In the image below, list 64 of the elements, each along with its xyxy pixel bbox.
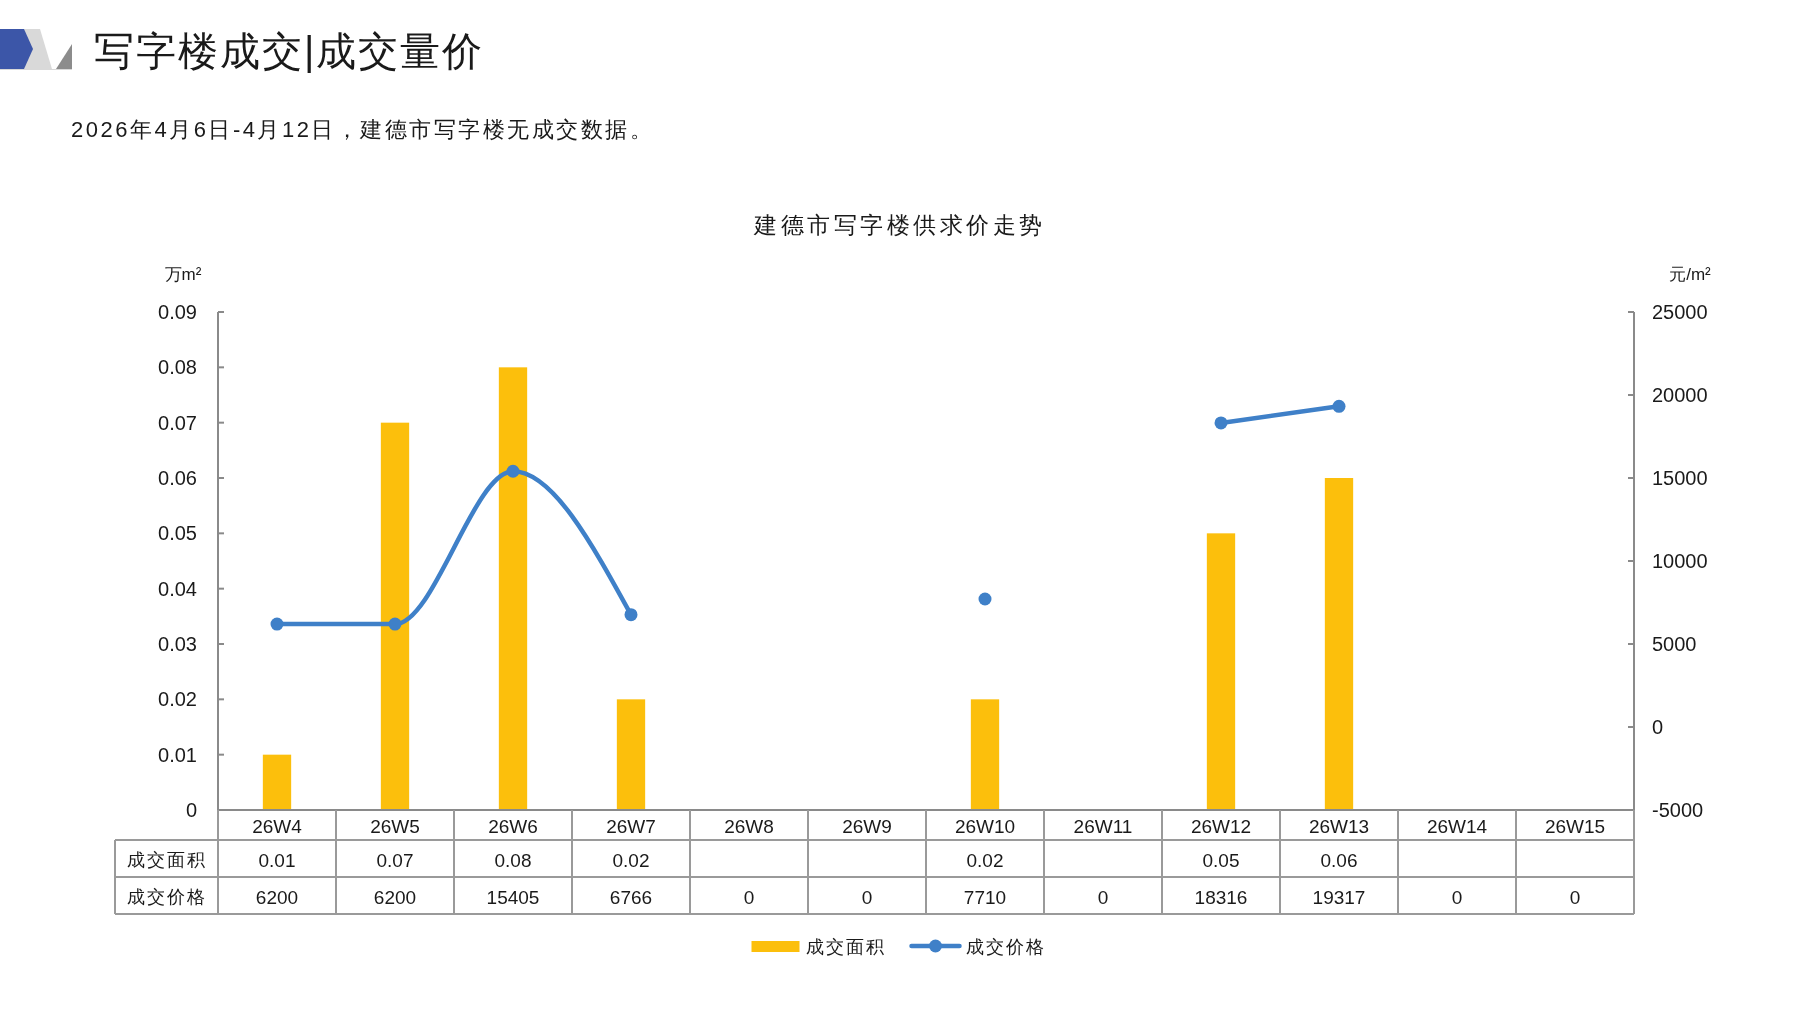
data-label: 0 <box>1097 886 1109 907</box>
xtick: 26W8 <box>724 815 774 837</box>
data-label: 0 <box>861 886 873 907</box>
row-header: 成交价格 <box>126 886 207 907</box>
data-label: 0.02 <box>966 849 1004 870</box>
row-header: 成交面积 <box>126 849 207 870</box>
ylabel: 万m² <box>164 264 202 284</box>
y2label: 元/m² <box>1669 264 1711 284</box>
data-label: 18316 <box>1194 886 1248 907</box>
point <box>270 617 284 631</box>
ytick: 0 <box>185 799 197 821</box>
title: 建德市写字楼供求价走势 <box>754 212 1046 238</box>
ytick: 0.06 <box>158 467 197 489</box>
legend-label: 成交面积 <box>805 937 886 957</box>
y2tick: 10000 <box>1652 550 1708 572</box>
legend-label: 成交价格 <box>965 937 1046 957</box>
xtick: 26W11 <box>1073 815 1133 837</box>
xtick: 26W6 <box>488 815 538 837</box>
point <box>506 464 520 478</box>
data-label: 7710 <box>963 886 1007 907</box>
ytick: 0.04 <box>158 577 197 600</box>
data-label: 0 <box>1569 886 1581 907</box>
data-label: 6200 <box>255 886 299 907</box>
data-label: 0.06 <box>1320 849 1358 870</box>
point <box>1214 416 1228 430</box>
data-label: 0.05 <box>1202 849 1240 870</box>
xtick: 26W15 <box>1544 815 1606 837</box>
xtick: 26W10 <box>954 815 1016 837</box>
ytick: 0.07 <box>158 411 197 434</box>
data-label: 6200 <box>373 886 417 907</box>
y2tick: 25000 <box>1652 301 1708 323</box>
data-label: 0.02 <box>612 849 650 870</box>
point <box>388 617 402 631</box>
ytick: 0.09 <box>158 301 197 323</box>
xtick: 26W13 <box>1308 815 1370 837</box>
y2tick: 5000 <box>1652 633 1697 655</box>
data-label: 19317 <box>1312 886 1366 907</box>
data-label: 15405 <box>486 886 540 907</box>
data-label: 6766 <box>609 886 653 907</box>
y2tick: 0 <box>1652 716 1664 738</box>
xtick: 26W9 <box>842 815 892 837</box>
data-label: 0.01 <box>258 849 296 870</box>
data-label: 0.07 <box>376 849 414 870</box>
ytick: 0.08 <box>158 356 197 379</box>
ytick: 0.02 <box>158 688 197 711</box>
y2tick: -5000 <box>1652 799 1704 821</box>
ytick: 0.03 <box>158 633 197 655</box>
y2tick: 15000 <box>1652 467 1708 489</box>
xtick: 26W5 <box>370 815 420 837</box>
data-label: 0.08 <box>494 849 532 870</box>
point <box>1332 399 1346 413</box>
data-label: 0 <box>743 886 755 907</box>
xtick: 26W4 <box>252 815 302 837</box>
heading: 写字楼成交|成交量价 <box>94 29 485 73</box>
ytick: 0.01 <box>158 743 197 766</box>
point <box>978 592 992 606</box>
subtitle: 2026年4月6日-4月12日，建德市写字楼无成交数据。 <box>71 116 655 142</box>
data-label: 0 <box>1451 886 1463 907</box>
ytick: 0.05 <box>158 522 197 545</box>
y2tick: 20000 <box>1652 384 1708 406</box>
xtick: 26W12 <box>1190 815 1252 837</box>
xtick: 26W14 <box>1426 815 1488 837</box>
xtick: 26W7 <box>606 815 656 837</box>
point <box>624 608 638 622</box>
